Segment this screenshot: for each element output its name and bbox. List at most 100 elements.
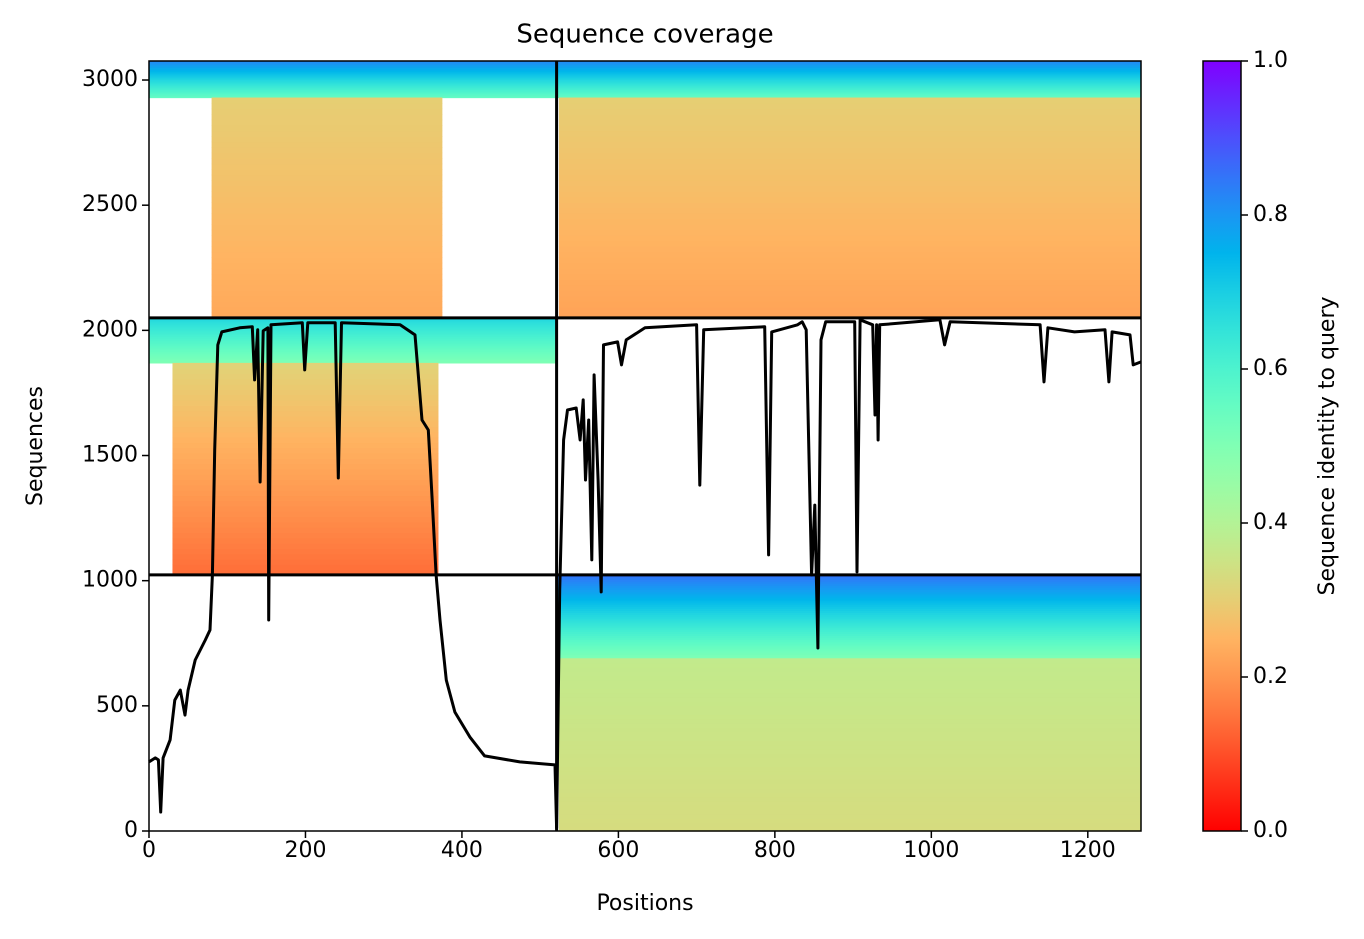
colorbar-tick-label: 0.0 [1253,818,1288,843]
coverage-strip [211,257,443,264]
coverage-strip [172,384,439,390]
coverage-strip [211,284,443,291]
coverage-strip [149,334,557,337]
coverage-strip [172,468,439,475]
coverage-strip [556,93,1141,96]
coverage-strip [149,62,557,65]
coverage-strip [211,174,443,181]
coverage-strip [149,355,557,357]
coverage-strip [558,279,1141,286]
coverage-strip [211,224,443,231]
coverage-strip [149,338,557,340]
coverage-strip [556,581,1141,584]
coverage-strip [558,671,1141,677]
coverage-strip [211,312,443,319]
x-axis-label: Positions [596,891,693,916]
coverage-strip [172,431,439,438]
coverage-strip [556,591,1141,595]
coverage-strip [172,458,439,465]
coverage-strip [211,136,443,143]
coverage-strip [558,114,1141,121]
coverage-strip [558,731,1141,737]
coverage-strip [149,88,557,90]
coverage-strip [558,757,1141,763]
coverage-strip [558,714,1141,720]
coverage-strip [556,78,1141,80]
coverage-strip [149,349,557,352]
coverage-strip [211,158,443,165]
coverage-strip [556,606,1141,609]
coverage-strip [558,295,1141,302]
coverage-strip [172,511,439,518]
coverage-strip [211,125,443,132]
coverage-strip [556,639,1141,643]
coverage-strip [149,74,557,77]
coverage-strip [172,474,439,481]
coverage-strip [172,543,439,550]
coverage-strip [558,202,1141,209]
coverage-block [558,658,1141,832]
coverage-strip [556,593,1141,597]
coverage-strip [556,61,1141,64]
coverage-strip [172,506,439,512]
coverage-strip [558,809,1141,815]
coverage-strip [556,90,1141,92]
coverage-strip [556,81,1141,83]
coverage-strip [149,360,557,363]
coverage-strip [556,96,1141,99]
coverage-strip [556,92,1141,94]
coverage-strip [558,224,1141,231]
coverage-strip [556,587,1141,591]
coverage-strip [558,207,1141,214]
plot-frame [148,60,1142,832]
coverage-block [211,97,443,319]
coverage-strip [556,65,1141,68]
coverage-strip [149,353,557,356]
coverage-strip [556,69,1141,71]
coverage-strip [558,753,1141,759]
coverage-strip [558,679,1141,685]
coverage-strip [558,766,1141,772]
coverage-strip [556,608,1141,611]
coverage-strip [211,295,443,302]
coverage-strip [556,94,1141,97]
y-tick-label: 0 [124,818,138,843]
coverage-strip [149,333,557,336]
coverage-strip [172,373,439,380]
coverage-strip [558,787,1141,793]
coverage-strip [556,599,1141,603]
coverage-strip [211,218,443,225]
coverage-strip [556,627,1141,630]
coverage-strip [556,637,1141,641]
coverage-strip [558,718,1141,724]
coverage-strip [149,68,557,70]
coverage-strip [149,94,557,97]
x-tick-label: 1200 [1060,838,1116,863]
coverage-strip [558,141,1141,148]
coverage-strip [211,97,443,104]
x-tick-label: 1000 [903,838,959,863]
coverage-strip [172,516,439,523]
coverage-strip [558,710,1141,716]
coverage-strip [149,95,557,98]
coverage-strip [149,336,557,339]
coverage-strip [556,649,1141,653]
coverage-strip [558,251,1141,258]
coverage-strip [149,325,557,328]
colorbar-tick-label: 0.6 [1253,356,1288,381]
coverage-strip [556,641,1141,645]
coverage-strip [149,327,557,330]
coverage-strip [558,800,1141,806]
coverage-strip [211,141,443,148]
coverage-strip [556,76,1141,79]
coverage-strip [211,130,443,137]
coverage-strip [556,624,1141,628]
coverage-strip [558,312,1141,319]
coverage-strip [558,290,1141,297]
coverage-strip [556,87,1141,90]
coverage-strip [172,548,439,555]
coverage-strip [558,97,1141,104]
coverage-strip [149,92,557,94]
coverage-strip [149,347,557,349]
y-tick-label: 2500 [82,192,138,217]
